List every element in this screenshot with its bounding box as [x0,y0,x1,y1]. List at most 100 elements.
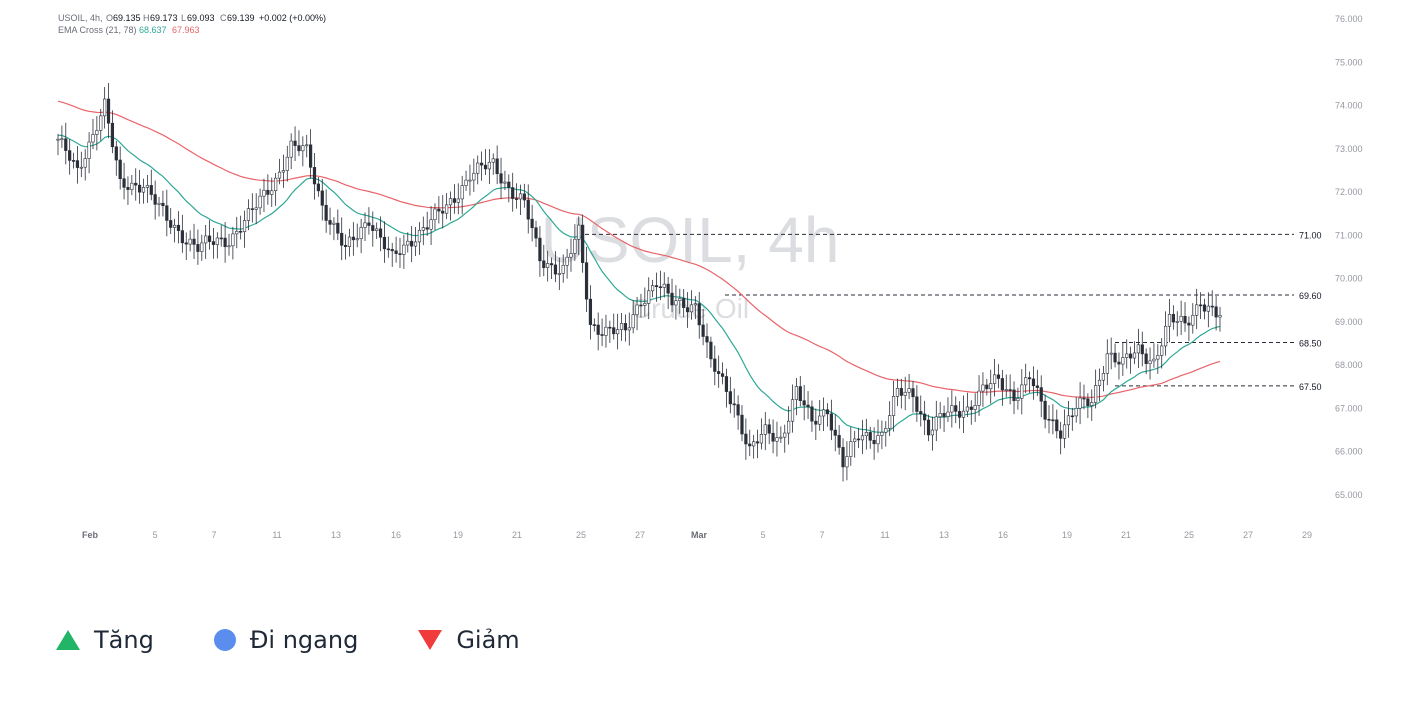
candle-body [1140,344,1144,355]
candle-body [468,179,472,182]
candle-body [588,298,593,325]
candle-body [476,162,480,174]
candle-body [219,237,223,240]
candle-body [1004,389,1008,391]
candle-body [767,424,771,434]
candle-body [118,159,122,179]
candle-body [91,134,95,143]
vote-up-button[interactable]: Tăng [56,626,154,654]
ema-78-line [57,100,1221,399]
candle-body [1043,400,1047,420]
candle-body [483,164,488,170]
candle-body [724,376,729,392]
candle-body [394,250,398,254]
candle-body [289,140,293,158]
candle-body [114,146,118,161]
watermark-title: USOIL, 4h [541,204,840,276]
candle-body [891,396,896,416]
candle-body [456,198,460,203]
candle-body [445,204,449,214]
candle-body [538,237,542,262]
candle-body [759,434,764,444]
candle-body [705,336,709,343]
candle-body [534,227,538,239]
candle-body [207,235,212,242]
candle-body [1113,352,1117,363]
candle-body [880,432,884,436]
candle-body [888,415,892,429]
candle-body [258,195,262,209]
y-tick-label: 75.000 [1335,57,1363,67]
candle-body [242,220,247,233]
low-value: 69.093 [187,13,215,23]
candle-body [1020,384,1024,399]
candle-body [312,167,317,185]
candle-body [56,138,60,141]
candle-body [989,383,993,390]
candle-body [1125,353,1129,358]
x-tick-label: 11 [880,530,889,540]
candle-body [1074,407,1078,417]
candle-body [406,240,410,246]
candle-body [938,413,942,418]
candle-body [149,185,153,195]
candle-body [549,263,554,266]
candle-body [1047,418,1051,421]
candle-body [946,411,950,417]
candle-body [647,290,651,304]
candle-body [919,411,923,415]
candle-body [227,245,231,248]
candle-body [1039,387,1043,402]
vote-neutral-button[interactable]: Đi ngang [213,626,358,654]
candle-body [266,189,270,195]
candle-body [122,178,126,188]
candle-body [390,249,394,252]
candle-body [1218,315,1222,318]
candle-body [378,228,383,238]
candle-body [903,391,907,396]
candle-body [83,158,87,168]
candle-body [1027,377,1032,380]
level-label: 71.00 [1299,230,1322,240]
candle-body [153,194,157,205]
candle-body [1097,379,1102,386]
x-tick-label: 16 [998,530,1008,540]
candle-body [145,185,149,188]
candle-body [849,441,853,457]
candle-body [480,162,484,166]
candle-body [514,198,519,200]
candle-body [619,323,624,330]
candle-body [95,130,99,135]
candle-body [305,144,309,147]
candle-body [437,208,441,212]
x-tick-label: 19 [453,530,463,540]
candle-body [448,198,453,206]
candle-body [783,432,787,438]
level-label: 68.50 [1299,339,1322,349]
candle-body [239,230,243,233]
candle-body [297,145,301,152]
candle-body [790,399,795,422]
y-tick-label: 74.000 [1335,101,1363,111]
candle-body [262,189,266,197]
price-chart[interactable]: USOIL, 4h, O 69.135 H 69.173 L 69.093 C … [0,0,1412,560]
candle-body [907,388,911,393]
candle-body [845,456,849,468]
candle-body [744,433,748,445]
candle-body [277,171,282,179]
candle-body [99,115,103,131]
candle-body [779,436,783,439]
candle-body [958,411,962,418]
candle-body [942,413,946,417]
candle-body [1210,305,1214,308]
candle-body [604,326,608,336]
x-tick-label: 13 [939,530,949,540]
candle-body [332,222,336,225]
candle-body [402,244,406,255]
candle-body [1187,322,1191,326]
candle-body [1055,419,1059,432]
vote-down-button[interactable]: Giảm [418,626,520,654]
candle-body [965,406,969,412]
candle-body [215,237,219,245]
candle-body [814,420,818,425]
